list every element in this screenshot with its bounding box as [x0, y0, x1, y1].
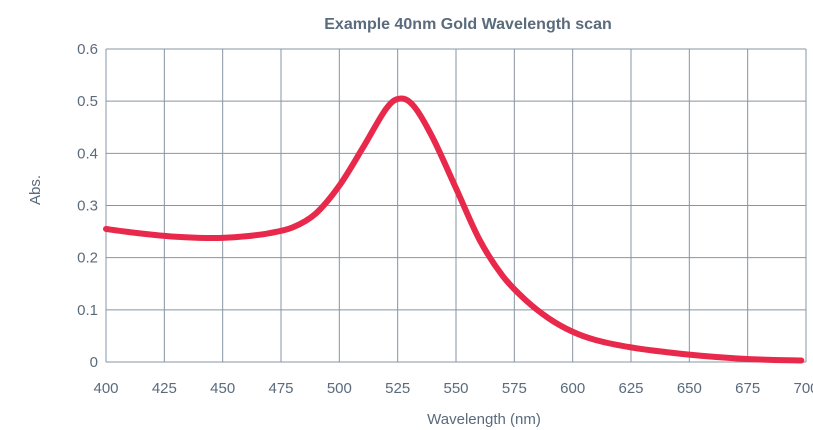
y-tick-label: 0: [90, 354, 98, 371]
x-tick-label: 450: [210, 380, 235, 397]
x-tick-label: 500: [327, 380, 352, 397]
x-tick-label: 425: [152, 380, 177, 397]
x-tick-label: 575: [502, 380, 527, 397]
grid-lines: [105, 48, 807, 363]
y-tick-label: 0.5: [77, 93, 98, 110]
x-tick-label: 650: [677, 380, 702, 397]
tick-labels: 0 0.1 0.2 0.3 0.4 0.5 0.6 400 425 450 475 500 525 550…: [77, 41, 813, 397]
x-axis-label: Wavelength (nm): [427, 411, 541, 428]
x-tick-label: 475: [268, 380, 293, 397]
y-tick-label: 0.1: [77, 302, 98, 319]
x-tick-label: 600: [560, 380, 585, 397]
x-tick-label: 675: [735, 380, 760, 397]
x-tick-label: 525: [385, 380, 410, 397]
x-tick-label: 625: [618, 380, 643, 397]
series-layer: [103, 95, 805, 364]
y-axis-label: Abs.: [27, 175, 44, 205]
x-tick-label: 550: [443, 380, 468, 397]
y-tick-label: 0.6: [77, 41, 98, 58]
y-tick-label: 0.4: [77, 145, 98, 162]
x-tick-label: 700: [793, 380, 813, 397]
chart-title: Example 40nm Gold Wavelength scan: [324, 16, 612, 33]
y-tick-label: 0.2: [77, 250, 98, 267]
absorbance-series-line: [103, 95, 805, 364]
x-tick-label: 400: [93, 380, 118, 397]
y-tick-label: 0.3: [77, 198, 98, 215]
